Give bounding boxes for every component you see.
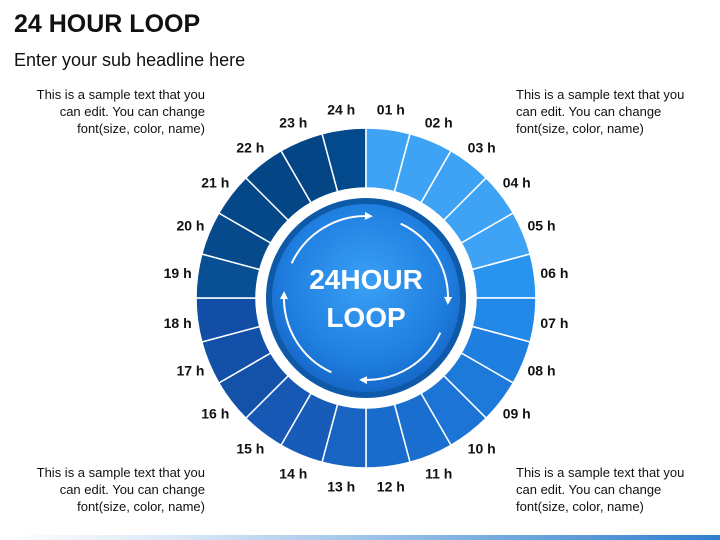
page-title: 24 HOUR LOOP bbox=[14, 10, 201, 38]
hour-segments bbox=[195, 127, 537, 469]
hour-label-10: 10 h bbox=[468, 441, 496, 457]
loop-arrow-0 bbox=[290, 211, 373, 264]
note-top-right: This is a sample text that you can edit.… bbox=[516, 87, 685, 136]
loop-arrow-3 bbox=[279, 291, 332, 374]
hour-label-16: 16 h bbox=[201, 406, 229, 422]
note-bottom-right: This is a sample text that you can edit.… bbox=[516, 465, 685, 514]
hour-label-14: 14 h bbox=[279, 466, 307, 482]
loop-arrow-2 bbox=[359, 332, 442, 385]
center-title-line1: 24HOUR bbox=[309, 264, 423, 295]
hour-label-8: 08 h bbox=[528, 363, 556, 379]
hour-label-13: 13 h bbox=[327, 478, 355, 494]
hour-label-9: 09 h bbox=[503, 406, 531, 422]
hour-label-23: 23 h bbox=[279, 114, 307, 130]
hour-label-4: 04 h bbox=[503, 174, 531, 190]
hour-label-7: 07 h bbox=[540, 315, 568, 331]
hour-label-17: 17 h bbox=[176, 363, 204, 379]
hour-label-6: 06 h bbox=[540, 265, 568, 281]
loop-arrows bbox=[279, 211, 453, 385]
hour-label-12: 12 h bbox=[377, 478, 405, 494]
hour-label-18: 18 h bbox=[164, 315, 192, 331]
hour-label-19: 19 h bbox=[164, 265, 192, 281]
center-core bbox=[272, 204, 460, 392]
hour-label-22: 22 h bbox=[236, 139, 264, 155]
note-top-left: This is a sample text that you can edit.… bbox=[36, 87, 205, 136]
hour-label-3: 03 h bbox=[468, 139, 496, 155]
hour-labels: 24 h 01 h 02 h 03 h 04 h 05 h 06 h 07 h 08 h 09 h… bbox=[164, 102, 569, 495]
hour-label-20: 20 h bbox=[176, 217, 204, 233]
hour-label-21: 21 h bbox=[201, 174, 229, 190]
hour-label-2: 02 h bbox=[425, 114, 453, 130]
loop-arrow-1 bbox=[400, 222, 453, 305]
hour-label-11: 11 h bbox=[425, 466, 452, 482]
hour-label-1: 01 h bbox=[377, 102, 405, 118]
page-subtitle: Enter your sub headline here bbox=[14, 50, 246, 70]
hour-label-5: 05 h bbox=[528, 217, 556, 233]
center-title-line2: LOOP bbox=[326, 302, 405, 333]
hour-label-15: 15 h bbox=[236, 441, 264, 457]
hour-label-0: 24 h bbox=[327, 102, 355, 118]
footer-accent-bar bbox=[0, 535, 720, 540]
hour-segment-23 bbox=[279, 132, 339, 204]
note-bottom-left: This is a sample text that you can edit.… bbox=[36, 465, 205, 514]
